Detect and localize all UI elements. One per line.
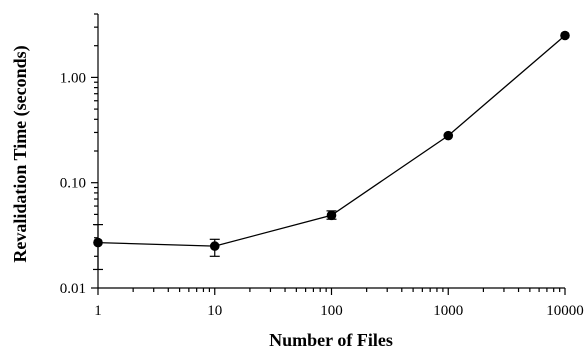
data-point [326,210,337,221]
x-tick-label: 1 [94,303,102,319]
y-tick-label: 0.10 [60,176,86,192]
x-tick-label: 100 [320,303,343,319]
x-axis-title: Number of Files [269,330,393,350]
x-tick-label: 1000 [433,303,463,319]
x-tick-label: 10 [207,303,222,319]
x-tick-label: 10000 [546,303,584,319]
x-axis: 1 10 100 1000 10000 [94,288,584,319]
data-point [93,237,103,248]
y-tick-label: 1.00 [60,70,86,86]
data-point [443,130,454,141]
y-axis: 0.01 0.10 1.00 [60,13,98,297]
data-point [560,30,570,41]
plot-area [93,30,570,271]
y-tick-label: 0.01 [60,281,86,297]
y-axis-title: Revalidation Time (seconds) [10,45,31,262]
data-point [209,241,220,251]
